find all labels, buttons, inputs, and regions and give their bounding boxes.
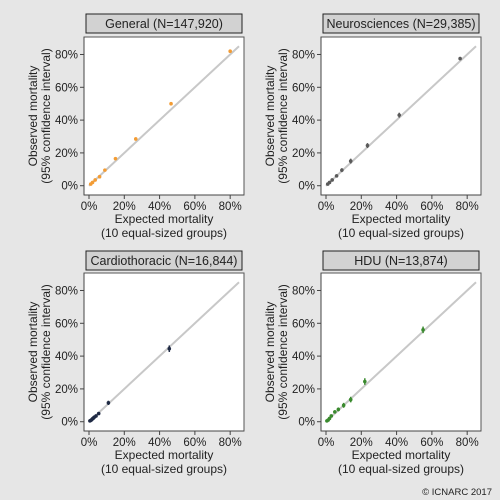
x-axis-title: Expected mortality — [115, 212, 214, 226]
y-tick-label: 40% — [55, 115, 78, 127]
y-tick-label: 20% — [55, 148, 78, 160]
panel-cardiothoracic: 0% 20% 40% 60% 80% 0% 20% 40% 60% 80% Expected mor… — [26, 250, 245, 476]
data-point — [340, 168, 344, 172]
data-point — [106, 401, 111, 405]
x-tick-label: 60% — [183, 437, 206, 449]
panel-title: Neurosciences (N=29,385) — [326, 17, 475, 31]
x-tick-label: 40% — [148, 437, 171, 449]
y-tick-label: 0% — [61, 181, 78, 193]
y-tick-label: 40% — [292, 115, 315, 127]
panel-hdu: 0% 20% 40% 60% 80% 0% 20% 40% 60% 80% Expected mor… — [263, 250, 482, 476]
x-tick-label: 0% — [81, 437, 98, 449]
y-tick-label: 60% — [55, 82, 78, 94]
x-tick-label: 80% — [219, 201, 242, 213]
data-point — [103, 168, 107, 172]
y-tick-label: 0% — [298, 181, 315, 193]
x-tick-label: 60% — [420, 201, 443, 213]
panel-title-strip — [85, 250, 243, 271]
data-point — [348, 159, 353, 163]
x-tick-label: 40% — [385, 437, 408, 449]
y-tick-label: 20% — [292, 148, 315, 160]
y-tick-label: 60% — [292, 318, 315, 330]
y-tick-label: 80% — [55, 49, 78, 61]
data-point — [113, 156, 118, 161]
data-point — [94, 414, 98, 418]
y-axis-title: Observed mortality — [263, 66, 277, 167]
x-tick-label: 0% — [318, 437, 335, 449]
y-axis-title: Observed mortality — [26, 66, 40, 167]
y-tick-label: 20% — [55, 384, 78, 396]
data-point — [348, 397, 353, 402]
y-tick-label: 0% — [298, 417, 315, 429]
y-tick-label: 80% — [292, 49, 315, 61]
y-tick-label: 40% — [55, 351, 78, 363]
x-tick-label: 40% — [385, 201, 408, 213]
data-point — [228, 49, 232, 54]
data-point — [329, 414, 334, 418]
data-point — [327, 180, 332, 185]
x-axis-title: Expected mortality — [352, 448, 451, 462]
panel-title: General (N=147,920) — [105, 17, 223, 31]
x-tick-label: 20% — [113, 437, 136, 449]
y-axis-title: (95% confidence interval) — [276, 48, 290, 183]
y-tick-label: 0% — [61, 417, 78, 429]
data-point — [336, 407, 341, 412]
y-tick-label: 80% — [292, 285, 315, 297]
data-point — [90, 180, 95, 185]
y-axis-title: (95% confidence interval) — [39, 284, 53, 419]
panel-title: Cardiothoracic (N=16,844) — [91, 254, 238, 268]
x-axis-title: (10 equal-sized groups) — [101, 462, 227, 476]
y-axis-title: Observed mortality — [263, 302, 277, 403]
x-tick-label: 80% — [456, 437, 479, 449]
data-point — [133, 137, 138, 141]
y-tick-label: 20% — [292, 384, 315, 396]
panel-title-strip — [85, 13, 243, 34]
data-point — [93, 178, 97, 182]
x-axis-title: Expected mortality — [352, 212, 451, 226]
y-axis-title: Observed mortality — [26, 302, 40, 403]
panel-title-strip — [322, 250, 480, 271]
y-axis-title: (95% confidence interval) — [39, 48, 53, 183]
panel-title-strip — [322, 13, 480, 34]
x-axis-title: (10 equal-sized groups) — [338, 226, 464, 240]
data-point — [333, 410, 337, 414]
y-axis-title: (95% confidence interval) — [276, 284, 290, 419]
data-point — [341, 403, 346, 408]
x-tick-label: 20% — [350, 437, 373, 449]
reference-line-y-equals-x — [88, 281, 240, 423]
y-tick-label: 80% — [55, 285, 78, 297]
x-tick-label: 80% — [219, 437, 242, 449]
x-tick-label: 0% — [81, 201, 98, 213]
x-tick-label: 20% — [350, 201, 373, 213]
data-point — [330, 178, 334, 182]
x-tick-label: 60% — [183, 201, 206, 213]
data-point — [421, 328, 425, 332]
data-point — [97, 174, 102, 179]
x-axis-title: (10 equal-sized groups) — [338, 462, 464, 476]
x-tick-label: 40% — [148, 201, 171, 213]
panel-neurosciences: 0% 20% 40% 60% 80% 0% 20% 40% 60% 80% Expected mor… — [263, 13, 482, 240]
y-tick-label: 60% — [292, 82, 315, 94]
data-point — [363, 379, 367, 384]
data-point — [169, 101, 173, 106]
data-point — [167, 346, 172, 351]
x-axis-title: (10 equal-sized groups) — [101, 226, 227, 240]
reference-line-y-equals-x — [88, 45, 240, 187]
x-tick-label: 0% — [318, 201, 335, 213]
panel-general: 0% 20% 40% 60% 80% 0% 20% 40% 60% 80% Expected mor… — [26, 13, 245, 240]
y-tick-label: 40% — [292, 351, 315, 363]
y-tick-label: 60% — [55, 318, 78, 330]
data-point — [458, 56, 462, 61]
x-tick-label: 60% — [420, 437, 443, 449]
x-tick-label: 80% — [456, 201, 479, 213]
data-point — [397, 113, 402, 117]
x-axis-title: Expected mortality — [115, 448, 214, 462]
data-point — [365, 143, 370, 148]
data-point — [96, 411, 101, 416]
copyright-credit: © ICNARC 2017 — [422, 487, 492, 498]
x-tick-label: 20% — [113, 201, 136, 213]
panel-title: HDU (N=13,874) — [354, 254, 447, 268]
data-point — [334, 174, 339, 178]
